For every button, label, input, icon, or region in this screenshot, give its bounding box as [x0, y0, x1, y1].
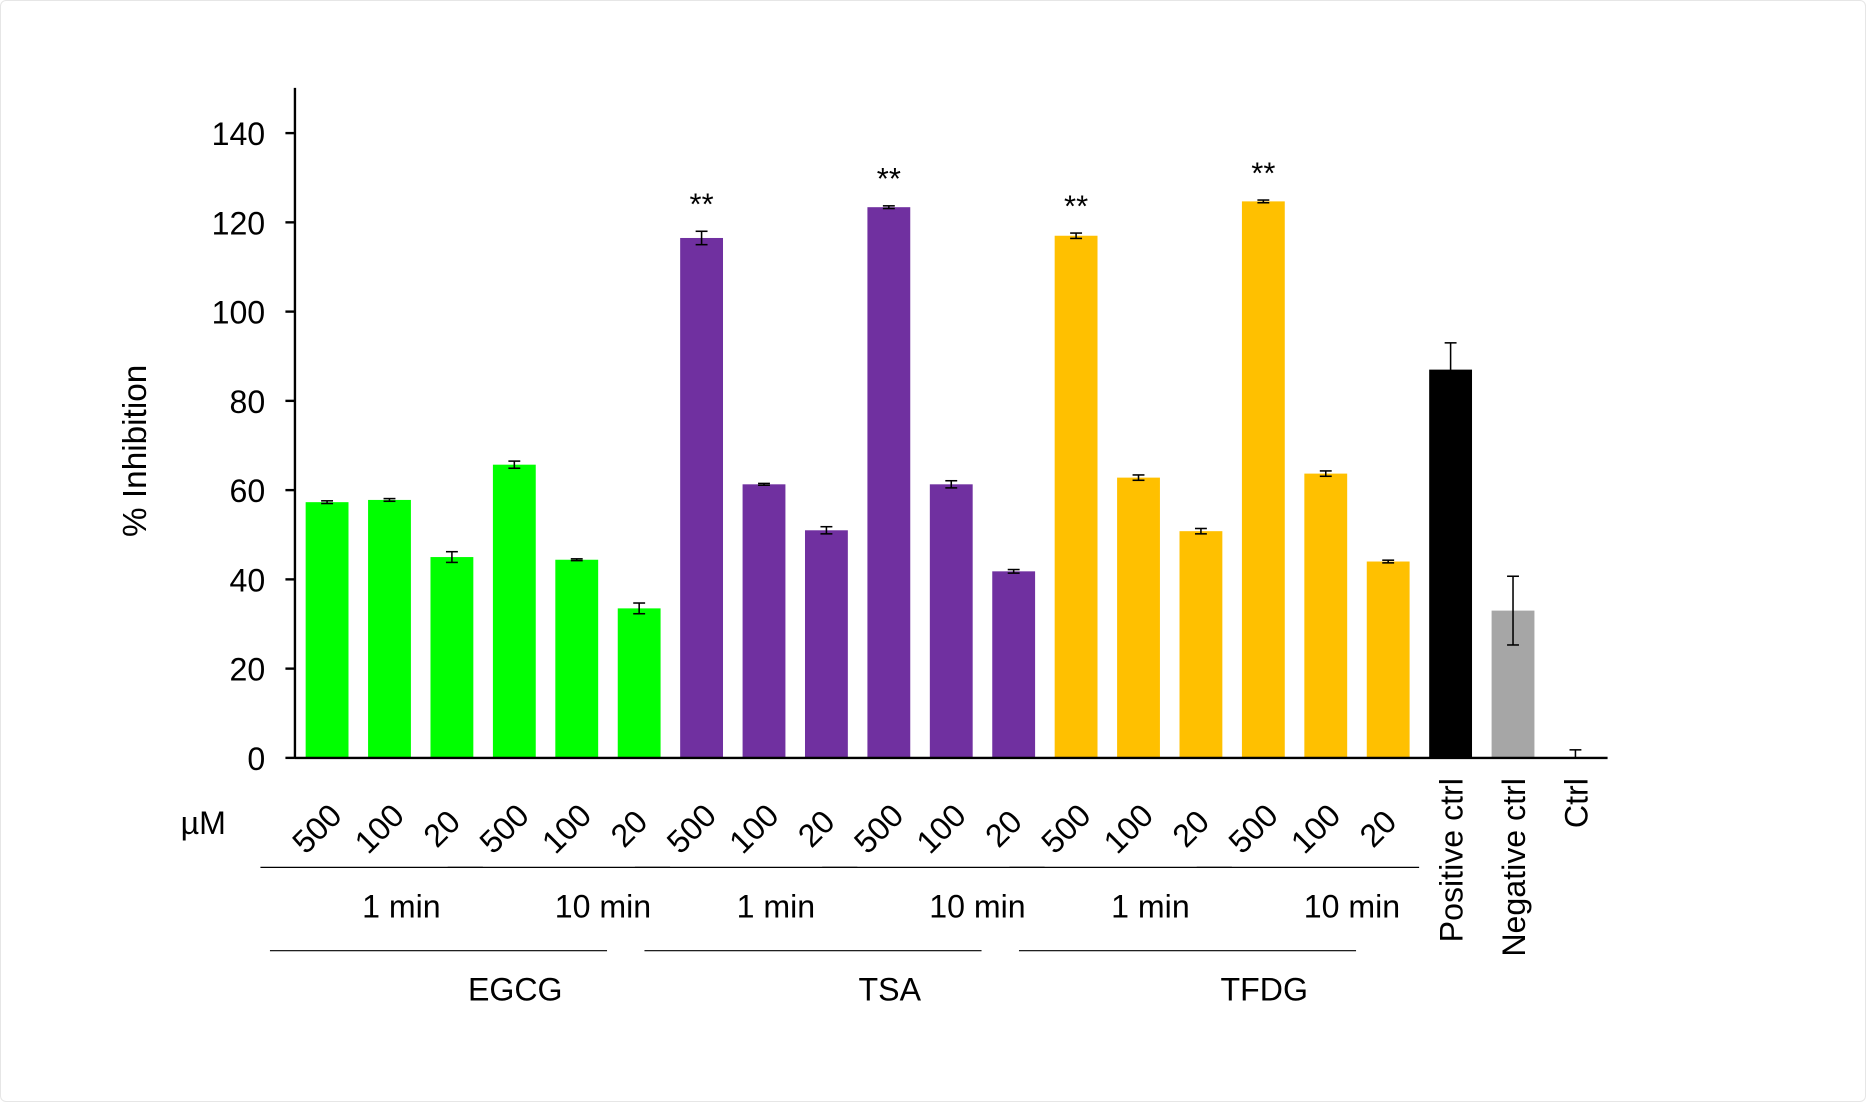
significance-marker: ** [1251, 155, 1275, 190]
bar-tsa [867, 207, 911, 758]
time-group-label: 1 min [1111, 888, 1190, 924]
compound-group-label: EGCG [468, 972, 563, 1008]
bar-egcg [368, 499, 411, 758]
y-tick-label: 20 [229, 652, 265, 688]
bar-tsa [929, 484, 973, 758]
bar-egcg [430, 557, 474, 758]
x-tick-label: Negative ctrl [1496, 778, 1532, 957]
x-tick-label: Ctrl [1558, 778, 1594, 828]
time-group-label: 1 min [737, 888, 816, 924]
bar-positive-ctrl [1429, 369, 1473, 758]
bar-tfdg [1304, 473, 1348, 758]
time-group-label: 10 min [929, 888, 1025, 924]
significance-marker: ** [877, 161, 901, 196]
bar-tsa [742, 484, 786, 758]
bar-egcg [492, 464, 536, 758]
x-tick-label: 20 [791, 803, 842, 854]
bar-egcg [617, 608, 661, 758]
y-tick-label: 120 [212, 205, 266, 241]
bar-egcg [305, 502, 349, 758]
x-tick-label: 20 [1353, 803, 1404, 854]
time-group-label: 10 min [1304, 888, 1400, 924]
bar-tfdg [1179, 531, 1223, 758]
x-tick-label: 100 [348, 797, 411, 860]
unit-label: µM [181, 805, 226, 841]
bar-tfdg [1241, 201, 1285, 758]
x-tick-label: 100 [722, 797, 785, 860]
x-tick-label: 500 [1222, 797, 1285, 860]
bar-tsa [680, 237, 724, 758]
compound-group-label: TSA [859, 972, 922, 1008]
x-tick-label: 100 [535, 797, 598, 860]
x-tick-label: 100 [1097, 797, 1160, 860]
time-group-label: 1 min [362, 888, 441, 924]
bar-egcg [555, 559, 599, 758]
x-tick-label: 500 [847, 797, 910, 860]
y-tick-label: 40 [229, 562, 265, 598]
y-tick-label: 60 [229, 473, 265, 509]
bar-tfdg [1117, 477, 1160, 758]
x-tick-label: 500 [1034, 797, 1097, 860]
x-tick-label: 500 [660, 797, 723, 860]
bar-tfdg [1366, 561, 1410, 758]
x-tick-label: Positive ctrl [1434, 778, 1470, 942]
bar-tfdg [1054, 235, 1098, 758]
y-tick-label: 0 [247, 741, 265, 777]
x-tick-label: 20 [978, 803, 1029, 854]
significance-marker: ** [1064, 188, 1088, 223]
time-group-label: 10 min [555, 888, 651, 924]
y-tick-label: 80 [229, 384, 265, 420]
significance-marker: ** [690, 187, 714, 222]
x-tick-label: 100 [909, 797, 972, 860]
x-tick-label: 100 [1284, 797, 1347, 860]
bar-tsa [804, 530, 848, 758]
compound-group-label: TFDG [1221, 972, 1308, 1008]
y-tick-label: 100 [212, 295, 266, 331]
x-tick-label: 500 [285, 797, 348, 860]
x-tick-label: 20 [1165, 803, 1216, 854]
x-tick-label: 500 [472, 797, 535, 860]
bar-tsa [992, 571, 1036, 758]
y-tick-label: 140 [212, 116, 266, 152]
x-tick-label: 20 [604, 803, 655, 854]
y-axis-label: % Inhibition [117, 365, 154, 537]
x-tick-label: 20 [416, 803, 467, 854]
